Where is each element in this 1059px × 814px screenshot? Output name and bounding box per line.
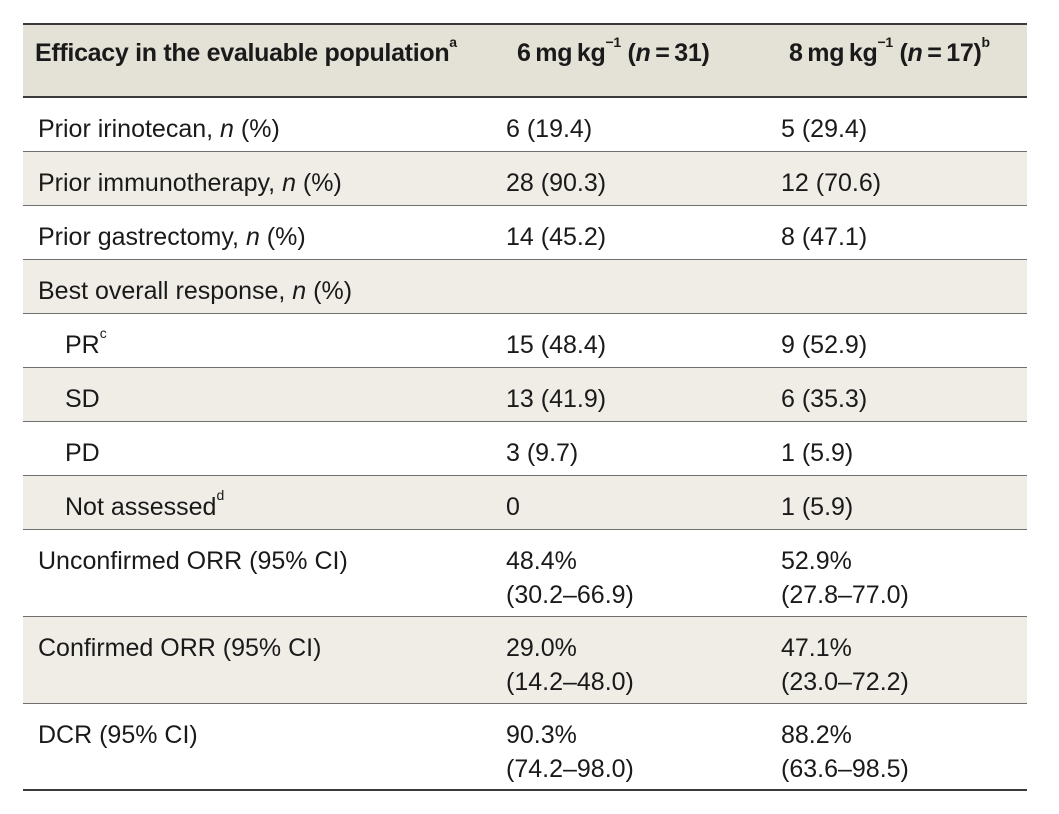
- header-efficacy: Efficacy in the evaluable populationa: [35, 34, 457, 67]
- value-percent: 29.0%: [506, 633, 577, 662]
- table-row: Not assessedd 0 1 (5.9): [23, 475, 1027, 529]
- value-percent: 52.9%: [781, 546, 852, 575]
- table-row: SD 13 (41.9) 6 (35.3): [23, 367, 1027, 421]
- value-ci: (30.2–66.9): [506, 580, 634, 609]
- row-label: PRc: [65, 324, 107, 359]
- table-header-row: Efficacy in the evaluable populationa 6 …: [23, 24, 1027, 97]
- row-label: SD: [65, 384, 100, 413]
- value-6mg: 90.3% (74.2–98.0): [483, 703, 759, 790]
- value-8mg: 6 (35.3): [781, 384, 868, 413]
- row-label: DCR (95% CI): [38, 720, 198, 749]
- table-row: Unconfirmed ORR (95% CI) 48.4% (30.2–66.9…: [23, 529, 1027, 616]
- value-6mg: 15 (48.4): [506, 330, 607, 359]
- header-6mg: 6 mg kg−1 (n = 31): [517, 34, 710, 67]
- value-8mg: 5 (29.4): [781, 115, 868, 143]
- value-6mg: 13 (41.9): [506, 384, 607, 413]
- efficacy-table: Efficacy in the evaluable populationa 6 …: [23, 23, 1027, 791]
- value-ci: (14.2–48.0): [506, 667, 634, 696]
- value-percent: 88.2%: [781, 720, 852, 749]
- value-8mg: [759, 259, 1027, 313]
- value-percent: 47.1%: [781, 633, 852, 662]
- value-6mg: 3 (9.7): [506, 438, 579, 467]
- table-row: Best overall response, n (%): [23, 259, 1027, 313]
- value-percent: 90.3%: [506, 720, 577, 749]
- value-percent: 48.4%: [506, 546, 577, 575]
- value-8mg: 52.9% (27.8–77.0): [759, 529, 1027, 616]
- value-6mg: [483, 259, 759, 313]
- value-8mg: 8 (47.1): [781, 222, 868, 251]
- value-6mg: 29.0% (14.2–48.0): [483, 616, 759, 703]
- table-row: Prior gastrectomy, n (%) 14 (45.2) 8 (47…: [23, 205, 1027, 259]
- value-6mg: 48.4% (30.2–66.9): [483, 529, 759, 616]
- row-label: Best overall response, n (%): [38, 276, 353, 305]
- value-6mg: 14 (45.2): [506, 222, 607, 251]
- table-row: DCR (95% CI) 90.3% (74.2–98.0) 88.2% (63.6…: [23, 703, 1027, 790]
- value-ci: (27.8–77.0): [781, 580, 909, 609]
- value-8mg: 88.2% (63.6–98.5): [759, 703, 1027, 790]
- value-6mg: 6 (19.4): [506, 115, 593, 143]
- value-8mg: 12 (70.6): [781, 168, 882, 197]
- value-8mg: 47.1% (23.0–72.2): [759, 616, 1027, 703]
- table-row: Prior irinotecan, n (%) 6 (19.4) 5 (29.4…: [23, 97, 1027, 151]
- row-label: Prior gastrectomy, n (%): [38, 222, 306, 251]
- value-6mg: 0: [506, 492, 520, 521]
- header-8mg: 8 mg kg−1 (n = 17)b: [789, 34, 990, 67]
- row-label: Not assessedd: [65, 486, 225, 521]
- table-row: Confirmed ORR (95% CI) 29.0% (14.2–48.0) …: [23, 616, 1027, 703]
- value-ci: (63.6–98.5): [781, 754, 909, 783]
- value-8mg: 1 (5.9): [781, 492, 854, 521]
- row-label: Prior immunotherapy, n (%): [38, 168, 342, 197]
- row-label: Unconfirmed ORR (95% CI): [38, 546, 348, 575]
- row-label: PD: [65, 438, 100, 467]
- table-row: PD 3 (9.7) 1 (5.9): [23, 421, 1027, 475]
- table-row: PRc 15 (48.4) 9 (52.9): [23, 313, 1027, 367]
- table-row: Prior immunotherapy, n (%) 28 (90.3) 12 …: [23, 151, 1027, 205]
- row-label: Confirmed ORR (95% CI): [38, 633, 322, 662]
- value-8mg: 9 (52.9): [781, 330, 868, 359]
- value-8mg: 1 (5.9): [781, 438, 854, 467]
- value-ci: (74.2–98.0): [506, 754, 634, 783]
- value-ci: (23.0–72.2): [781, 667, 909, 696]
- value-6mg: 28 (90.3): [506, 168, 607, 197]
- row-label: Prior irinotecan, n (%): [38, 115, 280, 143]
